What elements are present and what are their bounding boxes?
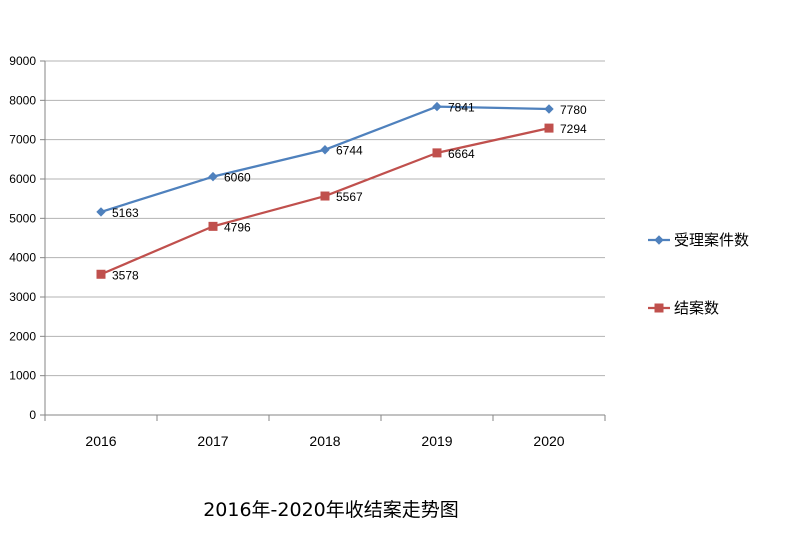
data-point-marker bbox=[432, 148, 442, 158]
data-point-marker bbox=[654, 303, 664, 313]
data-label: 7780 bbox=[560, 103, 587, 117]
y-tick-label: 0 bbox=[29, 408, 36, 422]
data-point-marker bbox=[544, 123, 554, 133]
y-tick-label: 1000 bbox=[9, 369, 36, 383]
data-point-marker bbox=[96, 269, 106, 279]
data-point-marker bbox=[96, 207, 106, 217]
data-point-marker bbox=[432, 101, 442, 112]
y-axis-ticks: 0 1000 2000 3000 4000 5000 6000 7000 8000 9000 bbox=[9, 54, 36, 422]
x-tick-label: 2019 bbox=[421, 433, 452, 449]
data-labels: 5163 6060 6744 7841 7780 3578 4796 5567 6664 7294 bbox=[112, 101, 587, 283]
y-tick-label: 8000 bbox=[9, 93, 36, 107]
data-point-marker bbox=[320, 145, 330, 155]
data-label: 5163 bbox=[112, 206, 139, 220]
data-point-marker bbox=[208, 171, 218, 182]
legend-label: 受理案件数 bbox=[674, 231, 749, 249]
y-tick-label: 2000 bbox=[9, 329, 36, 343]
y-tick-label: 9000 bbox=[9, 54, 36, 68]
y-tick-label: 6000 bbox=[9, 172, 36, 186]
x-tick-label: 2020 bbox=[533, 433, 564, 449]
series-layer bbox=[96, 101, 554, 279]
data-label: 6060 bbox=[224, 171, 251, 185]
data-label: 4796 bbox=[224, 220, 251, 234]
data-point-marker bbox=[208, 221, 218, 231]
x-tick-label: 2016 bbox=[85, 433, 116, 449]
y-tick-label: 3000 bbox=[9, 290, 36, 304]
chart-title: 2016年-2020年收结案走势图 bbox=[203, 499, 459, 521]
data-label: 3578 bbox=[112, 268, 139, 282]
data-point-marker bbox=[654, 235, 664, 245]
x-tick-label: 2018 bbox=[309, 433, 340, 449]
data-label: 7841 bbox=[448, 101, 475, 115]
data-point-marker bbox=[320, 191, 330, 201]
data-point-marker bbox=[544, 104, 554, 114]
y-tick-label: 5000 bbox=[9, 211, 36, 225]
y-tick-label: 7000 bbox=[9, 133, 36, 147]
data-label: 5567 bbox=[336, 190, 363, 204]
x-axis-ticks: 2016 2017 2018 2019 2020 bbox=[85, 433, 564, 449]
y-tick-label: 4000 bbox=[9, 251, 36, 265]
data-label: 6664 bbox=[448, 147, 475, 161]
axes bbox=[40, 60, 606, 421]
x-tick-label: 2017 bbox=[197, 433, 228, 449]
data-label: 6744 bbox=[336, 144, 363, 158]
legend-label: 结案数 bbox=[674, 299, 719, 317]
data-label: 7294 bbox=[560, 122, 587, 136]
